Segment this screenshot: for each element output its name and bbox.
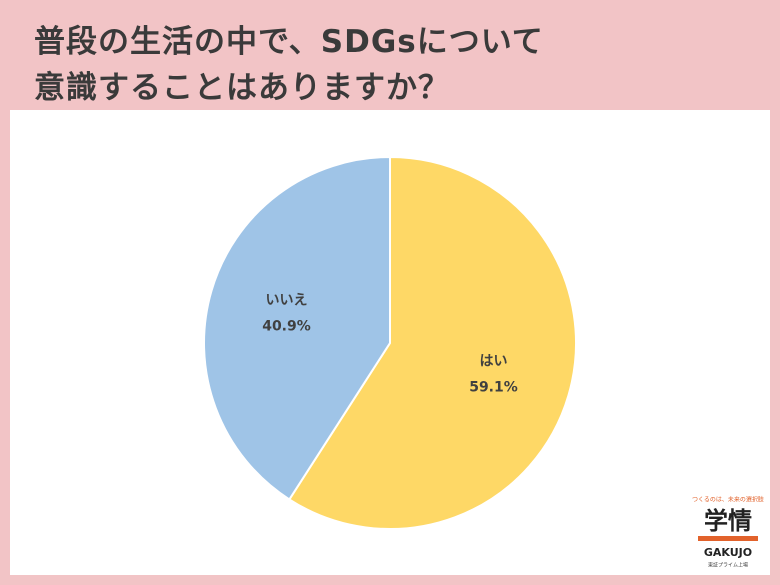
logo-name: 学情 xyxy=(704,507,752,535)
value-label: 59.1% xyxy=(469,379,518,395)
slice-label: いいえ xyxy=(265,293,307,309)
logo-roman: GAKUJO xyxy=(704,546,752,559)
value-label: 40.9% xyxy=(262,319,311,335)
pie-slice xyxy=(203,155,391,501)
pie-slice xyxy=(287,155,577,530)
logo-bar xyxy=(698,536,758,541)
title-line: 普段の生活の中で、SDGsについて xyxy=(34,24,544,60)
title-line: 意識することはありますか？ xyxy=(34,70,450,106)
logo-tagline: つくるのは、未来の選択肢 xyxy=(692,496,764,504)
logo-note: 東証プライム上場 xyxy=(708,562,748,569)
slice-label: はい xyxy=(480,353,508,369)
logo: つくるのは、未来の選択肢 学情 GAKUJO 東証プライム上場 xyxy=(692,496,764,569)
